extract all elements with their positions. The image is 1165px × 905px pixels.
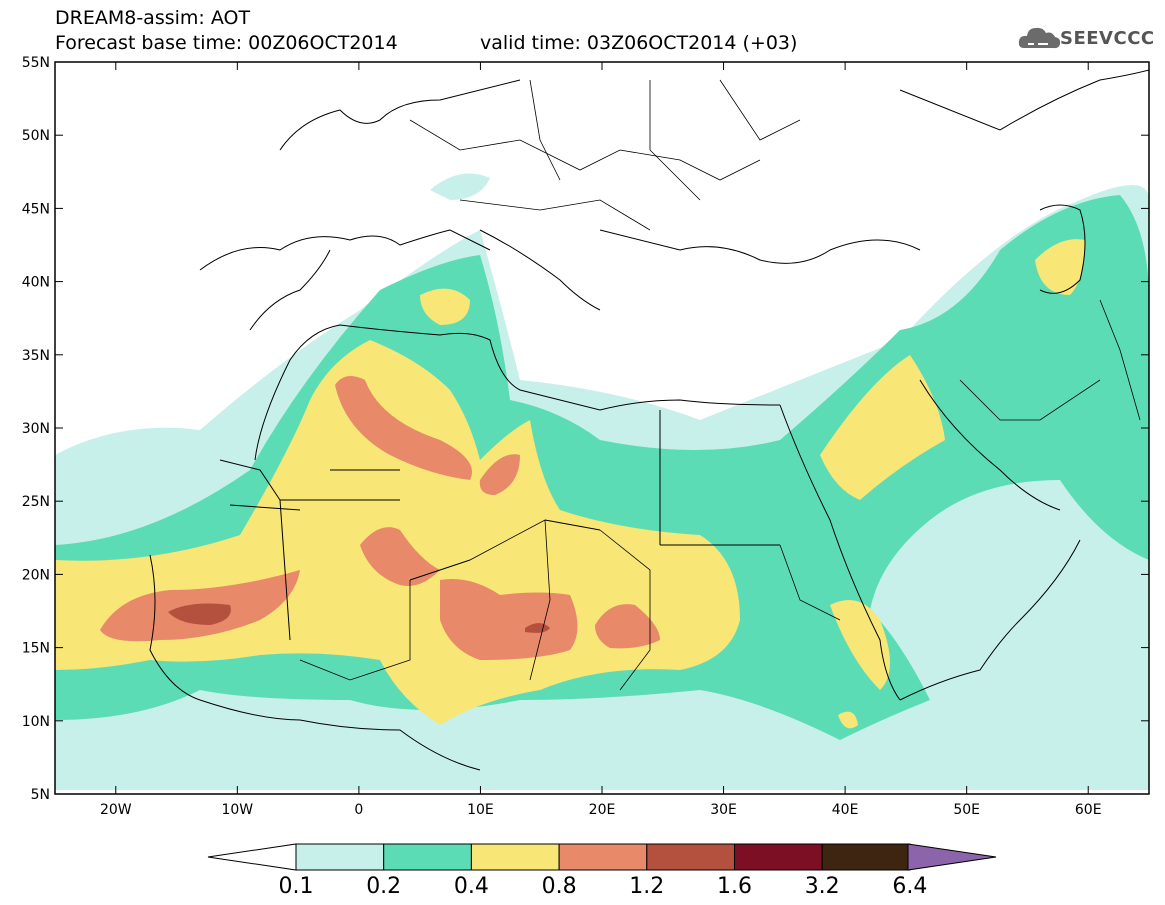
lon-label: 10E	[467, 802, 494, 818]
colorbar-label: 0.1	[279, 874, 314, 899]
lat-label: 20N	[22, 567, 50, 583]
lon-label: 40E	[832, 802, 859, 818]
colorbar-label: 0.8	[542, 874, 577, 899]
colorbar-segment	[821, 843, 911, 871]
lat-label: 55N	[22, 55, 50, 71]
lat-label: 10N	[22, 714, 50, 730]
colorbar-over-arrow	[907, 843, 997, 871]
colorbar-segment	[470, 843, 560, 871]
lon-label: 30E	[710, 802, 737, 818]
colorbar-label: 1.2	[629, 874, 664, 899]
colorbar-label: 3.2	[805, 874, 840, 899]
colorbar-label: 0.4	[454, 874, 489, 899]
cloud-icon	[1018, 27, 1061, 49]
lat-label: 30N	[22, 421, 50, 437]
seevccc-logo	[1018, 18, 1158, 60]
forecast-base-time: Forecast base time: 00Z06OCT2014	[55, 32, 398, 54]
colorbar-segment	[295, 843, 385, 871]
lon-label: 50E	[953, 802, 980, 818]
logo-text: SEEVCCC	[1060, 28, 1155, 49]
lon-label: 10W	[221, 802, 253, 818]
colorbar-under-arrow	[207, 843, 297, 871]
lat-label: 15N	[22, 641, 50, 657]
colorbar: 0.1 0.2 0.4 0.8 1.2 1.6 3.2 6.4	[207, 843, 997, 899]
lat-label: 45N	[22, 201, 50, 217]
lat-label: 5N	[31, 787, 50, 803]
lat-label: 40N	[22, 275, 50, 291]
colorbar-segment	[646, 843, 735, 871]
colorbar-label: 6.4	[892, 874, 927, 899]
coastlines	[149, 69, 1149, 771]
lon-label: 20E	[589, 802, 616, 818]
lat-axis: 55N 50N 45N 40N 35N 30N 25N 20N 15N 10N 5N	[22, 55, 1149, 803]
lat-label: 35N	[22, 348, 50, 364]
colorbar-segment	[558, 843, 648, 871]
colorbar-segment	[383, 843, 472, 871]
borders	[299, 79, 1141, 691]
lon-label: 60E	[1075, 802, 1102, 818]
colorbar-label: 0.2	[366, 874, 401, 899]
lon-label: 20W	[100, 802, 132, 818]
lon-axis: 20W 10W 0 10E 20E 30E 40E 50E 60E	[100, 62, 1102, 818]
lat-label: 50N	[22, 128, 50, 144]
map-title: DREAM8-assim: AOT	[55, 7, 251, 29]
valid-time: valid time: 03Z06OCT2014 (+03)	[480, 32, 798, 54]
lon-label: 0	[354, 802, 363, 818]
aot-field	[55, 62, 1149, 794]
lat-label: 25N	[22, 494, 50, 510]
colorbar-segment	[734, 843, 823, 871]
colorbar-label: 1.6	[717, 874, 752, 899]
